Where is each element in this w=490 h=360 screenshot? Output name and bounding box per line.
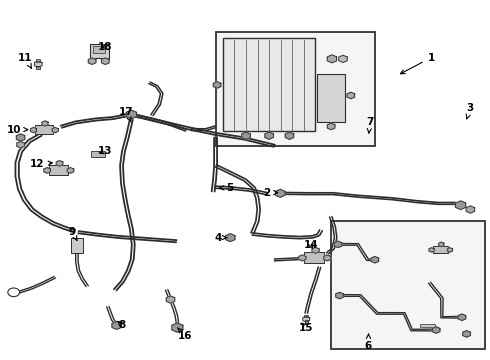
Text: 5: 5 — [220, 183, 234, 193]
Polygon shape — [312, 247, 319, 253]
Polygon shape — [17, 141, 24, 148]
Polygon shape — [166, 296, 175, 303]
Polygon shape — [242, 132, 250, 139]
Polygon shape — [371, 256, 379, 263]
Polygon shape — [52, 127, 58, 133]
Polygon shape — [432, 327, 440, 333]
Text: 13: 13 — [98, 146, 113, 156]
Text: 14: 14 — [304, 240, 318, 250]
Polygon shape — [42, 121, 48, 126]
Polygon shape — [213, 82, 221, 88]
Polygon shape — [327, 123, 335, 130]
Text: 10: 10 — [6, 125, 28, 135]
Text: 18: 18 — [98, 42, 113, 52]
Text: 12: 12 — [29, 159, 52, 169]
Bar — [304, 252, 324, 263]
Polygon shape — [439, 242, 444, 247]
Bar — [36, 66, 40, 69]
Bar — [49, 165, 68, 175]
Polygon shape — [339, 55, 347, 63]
Polygon shape — [88, 58, 96, 64]
Polygon shape — [336, 292, 343, 299]
Polygon shape — [303, 316, 310, 322]
Text: 17: 17 — [119, 107, 134, 122]
Text: 7: 7 — [366, 117, 374, 133]
Polygon shape — [429, 248, 434, 252]
Polygon shape — [275, 189, 285, 197]
Text: 3: 3 — [466, 103, 474, 119]
Polygon shape — [327, 55, 337, 63]
Bar — [71, 238, 83, 253]
Polygon shape — [44, 168, 50, 173]
Polygon shape — [34, 61, 42, 67]
Bar — [223, 39, 316, 131]
Polygon shape — [447, 248, 452, 252]
Bar — [318, 74, 345, 122]
Polygon shape — [172, 323, 183, 332]
Polygon shape — [101, 58, 109, 64]
Polygon shape — [56, 161, 63, 166]
Polygon shape — [126, 110, 136, 119]
Polygon shape — [67, 168, 74, 173]
Bar — [91, 151, 105, 157]
Polygon shape — [112, 321, 122, 329]
Polygon shape — [463, 330, 470, 337]
Polygon shape — [30, 127, 37, 133]
Text: 9: 9 — [69, 227, 77, 240]
Circle shape — [8, 288, 20, 297]
Bar — [304, 315, 308, 317]
Text: 4: 4 — [214, 233, 227, 243]
Bar — [420, 324, 435, 328]
Text: 16: 16 — [177, 328, 193, 341]
Polygon shape — [466, 206, 475, 213]
Polygon shape — [299, 255, 306, 261]
Bar — [93, 46, 105, 53]
Bar — [305, 320, 308, 324]
Bar — [216, 32, 375, 146]
Bar — [90, 44, 109, 58]
Text: 1: 1 — [400, 53, 435, 74]
Text: 8: 8 — [118, 320, 125, 330]
Polygon shape — [347, 92, 355, 99]
Polygon shape — [285, 132, 294, 139]
Polygon shape — [458, 314, 466, 320]
Polygon shape — [225, 234, 235, 242]
Text: 6: 6 — [365, 334, 372, 351]
Text: 15: 15 — [299, 323, 314, 333]
Polygon shape — [324, 255, 331, 261]
Polygon shape — [456, 201, 466, 210]
Bar — [36, 59, 40, 62]
Polygon shape — [16, 134, 25, 141]
Text: 2: 2 — [264, 188, 278, 198]
Bar — [35, 125, 52, 134]
Polygon shape — [265, 132, 273, 139]
Text: 11: 11 — [18, 53, 33, 68]
Bar — [331, 221, 485, 349]
Polygon shape — [334, 241, 342, 248]
Bar — [433, 246, 448, 253]
